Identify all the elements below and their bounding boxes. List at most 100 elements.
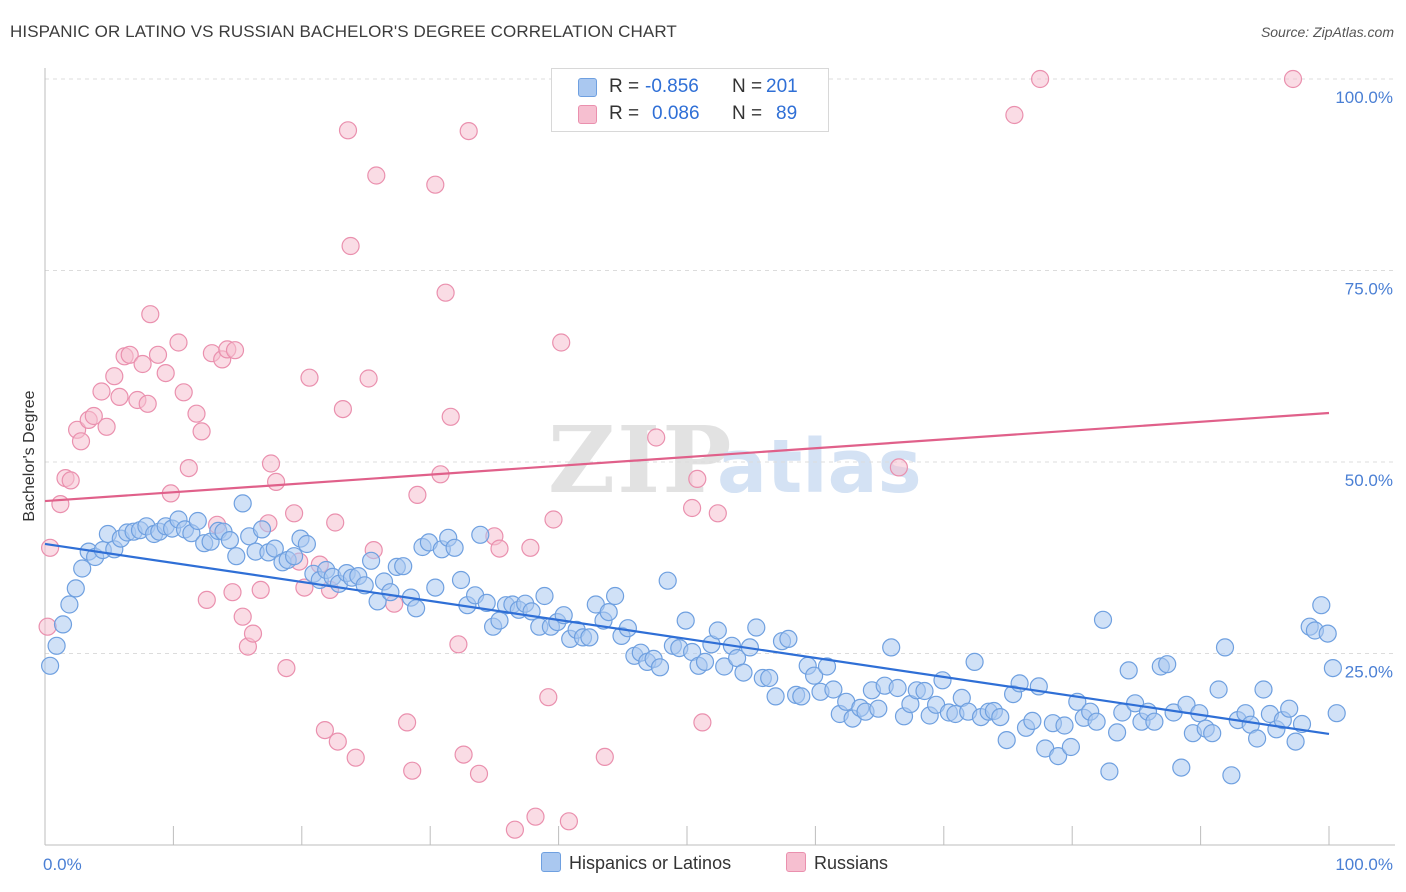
data-point — [1215, 638, 1235, 657]
data-point — [580, 628, 599, 647]
data-point — [1209, 680, 1228, 699]
legend-n-label: N = — [732, 76, 763, 97]
data-point — [734, 663, 753, 682]
hispanic-points — [40, 494, 1346, 785]
data-point — [338, 121, 358, 140]
data-point — [490, 539, 509, 558]
data-point — [544, 510, 563, 529]
data-point — [225, 341, 245, 360]
data-point — [133, 354, 152, 374]
data-point — [1327, 704, 1346, 723]
data-point — [1283, 69, 1303, 89]
data-point — [1119, 661, 1138, 680]
data-point — [779, 629, 798, 649]
data-point — [1222, 766, 1241, 785]
chart-title: HISPANIC OR LATINO VS RUSSIAN BACHELOR'S… — [10, 22, 677, 41]
data-point — [233, 607, 252, 626]
bottom-legend-hispanic-label: Hispanics or Latinos — [569, 853, 732, 873]
legend-row-hispanic: R = -0.856 N = 201 — [552, 74, 828, 100]
data-point — [346, 748, 365, 767]
chart-source: Source: ZipAtlas.com — [1260, 24, 1394, 40]
y-tick-label: 100.0% — [1335, 88, 1393, 107]
data-point — [426, 578, 445, 597]
data-point — [326, 513, 345, 532]
data-point — [197, 590, 216, 610]
data-point — [559, 812, 579, 831]
data-point — [53, 615, 73, 634]
data-point — [535, 586, 554, 606]
data-point — [426, 175, 445, 194]
data-point — [817, 657, 837, 676]
legend-r-label: R = — [609, 103, 640, 124]
russian-trend-line — [44, 411, 1330, 503]
data-point — [1087, 712, 1106, 731]
data-point — [141, 305, 160, 324]
legend-r-label: R = — [609, 76, 640, 97]
data-point — [105, 367, 124, 386]
data-point — [888, 678, 907, 698]
data-point — [120, 345, 139, 364]
data-point — [1203, 724, 1222, 743]
grid-lines — [45, 78, 1395, 654]
data-point — [552, 333, 571, 352]
data-point — [792, 687, 811, 706]
x-tick-label-min: 0.0% — [43, 855, 82, 874]
data-point — [747, 618, 766, 637]
data-point — [227, 547, 246, 566]
data-point — [676, 611, 695, 630]
bottom-legend-russian: Russians — [786, 852, 888, 874]
data-point — [169, 333, 188, 352]
data-point — [521, 538, 540, 557]
data-point — [1107, 723, 1127, 742]
trend-lines — [44, 411, 1330, 736]
data-point — [265, 539, 284, 558]
bottom-legend-swatch-blue — [541, 852, 561, 872]
hispanic-trend-line — [44, 542, 1330, 736]
data-point — [1158, 655, 1177, 674]
data-point — [869, 699, 888, 718]
data-point — [1100, 762, 1119, 781]
data-point — [766, 687, 785, 706]
data-point — [47, 636, 66, 655]
data-point — [223, 583, 242, 602]
data-point — [915, 681, 934, 701]
data-point — [599, 602, 618, 622]
axes — [44, 68, 1395, 846]
data-point — [73, 559, 92, 578]
y-tick-labels: 25.0% 50.0% 75.0% 100.0% — [1335, 88, 1393, 682]
data-point — [449, 635, 468, 654]
data-point — [436, 283, 455, 302]
bottom-legend-russian-label: Russians — [814, 853, 889, 873]
data-point — [441, 407, 460, 426]
data-point — [1030, 69, 1050, 89]
data-point — [459, 122, 478, 141]
data-point — [1055, 716, 1074, 735]
data-point — [398, 713, 417, 732]
data-point — [618, 619, 638, 638]
data-point — [693, 713, 712, 732]
data-point — [381, 583, 400, 602]
data-point — [97, 417, 116, 436]
x-tick-labels: 0.0% 100.0% — [43, 855, 1393, 874]
data-point — [688, 469, 707, 488]
data-point — [965, 652, 984, 672]
data-point — [539, 688, 558, 707]
data-point — [252, 520, 272, 539]
data-point — [1048, 746, 1068, 766]
data-point — [261, 454, 281, 473]
data-point — [490, 611, 509, 630]
y-axis-label: Bachelor's Degree — [21, 390, 38, 521]
x-tick-label-max: 100.0% — [1335, 855, 1393, 874]
legend-n-value: 201 — [766, 76, 798, 97]
data-point — [192, 422, 211, 441]
bottom-legend-swatch-pink — [786, 852, 806, 872]
data-point — [187, 404, 206, 423]
data-point — [84, 406, 103, 426]
data-point — [1145, 712, 1164, 731]
legend-n-value: 89 — [776, 103, 798, 124]
data-point — [138, 394, 157, 413]
data-point — [1005, 105, 1024, 125]
data-point — [40, 656, 60, 675]
data-point — [407, 599, 426, 618]
